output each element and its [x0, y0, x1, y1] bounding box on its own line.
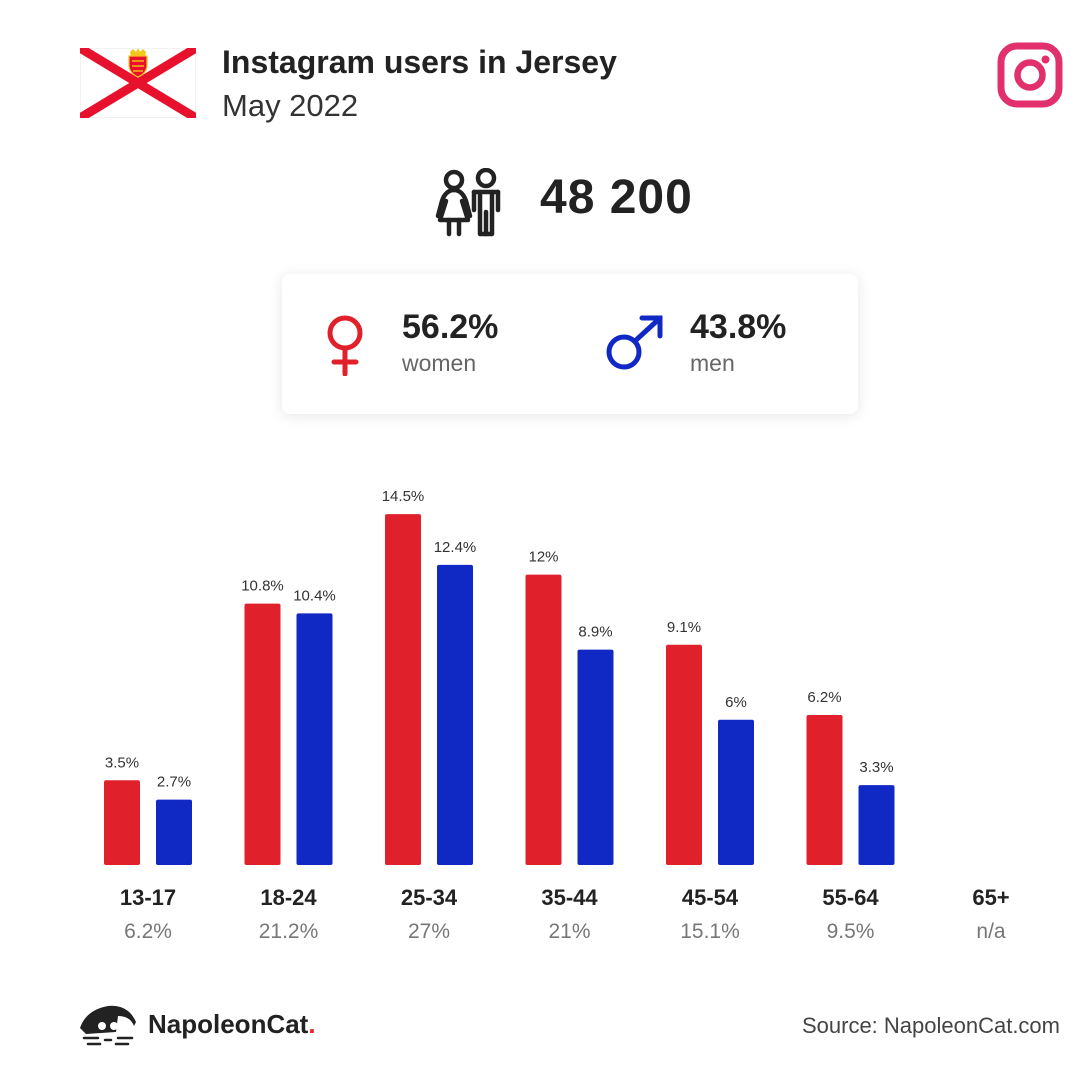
bar-value-label: 2.7%	[157, 774, 191, 791]
brand-name-dot: .	[308, 1009, 316, 1039]
bar-men-25-34	[437, 564, 473, 865]
bar-value-label: 8.9%	[578, 624, 612, 641]
bar-value-label: 12%	[528, 549, 558, 566]
bar-women-18-24	[244, 603, 281, 865]
age-category-total: 6.2%	[124, 920, 172, 943]
bar-men-45-54	[718, 719, 754, 865]
bar-women-35-44	[525, 574, 562, 865]
page-subtitle: May 2022	[222, 88, 359, 123]
bar-value-label: 10.4%	[293, 587, 336, 604]
bar-men-35-44	[577, 649, 614, 865]
women-label: women	[402, 350, 477, 376]
age-category-total: 21.2%	[259, 920, 319, 943]
age-category-label: 18-24	[260, 885, 317, 910]
total-users-value: 48 200	[540, 171, 693, 224]
bar-value-label: 3.3%	[859, 759, 893, 776]
bar-value-label: 14.5%	[382, 488, 425, 505]
women-percent: 56.2%	[402, 308, 499, 346]
source-note: Source: NapoleonCat.com	[801, 1013, 1060, 1038]
bar-value-label: 6%	[725, 694, 747, 711]
people-icon	[435, 168, 501, 237]
bar-men-55-64	[858, 785, 895, 865]
bar-women-25-34	[385, 514, 421, 865]
female-symbol-icon	[327, 315, 363, 376]
age-category-total: 21%	[548, 920, 590, 943]
men-label: men	[690, 350, 735, 376]
male-symbol-icon	[606, 315, 663, 370]
age-category-label: 13-17	[120, 885, 176, 910]
age-category-total: 9.5%	[827, 920, 875, 943]
age-category-label: 45-54	[682, 885, 739, 910]
age-category-label: 65+	[972, 885, 1009, 910]
bar-women-45-54	[666, 644, 702, 865]
bar-value-label: 6.2%	[807, 689, 841, 706]
brand-name-text: NapoleonCat	[148, 1009, 309, 1039]
age-category-total: 15.1%	[680, 920, 740, 943]
age-category-label: 25-34	[401, 885, 458, 910]
jersey-flag-icon	[80, 48, 196, 118]
bar-value-label: 3.5%	[105, 754, 139, 771]
bar-men-18-24	[296, 613, 333, 865]
bar-women-13-17	[104, 780, 140, 865]
napoleoncat-logo-icon	[80, 1005, 136, 1046]
bar-women-55-64	[806, 714, 843, 865]
age-category-label: 35-44	[541, 885, 598, 910]
bar-value-label: 12.4%	[434, 539, 477, 556]
instagram-icon	[997, 42, 1063, 108]
age-category-label: 55-64	[822, 885, 879, 910]
age-gender-bar-chart: 3.5% 2.7% 13-17 6.2% 10.8% 10.4% 18-24 21.2% 14.…	[104, 488, 1010, 943]
page-title: Instagram users in Jersey	[222, 44, 617, 80]
bar-value-label: 10.8%	[241, 578, 284, 595]
men-percent: 43.8%	[690, 308, 787, 346]
age-category-total: n/a	[976, 920, 1006, 943]
gender-split-card: 56.2% women 43.8% men	[282, 274, 858, 414]
bar-men-13-17	[156, 799, 192, 865]
brand-name: NapoleonCat.	[148, 1009, 316, 1040]
bar-value-label: 9.1%	[667, 619, 701, 636]
age-category-total: 27%	[408, 920, 450, 943]
